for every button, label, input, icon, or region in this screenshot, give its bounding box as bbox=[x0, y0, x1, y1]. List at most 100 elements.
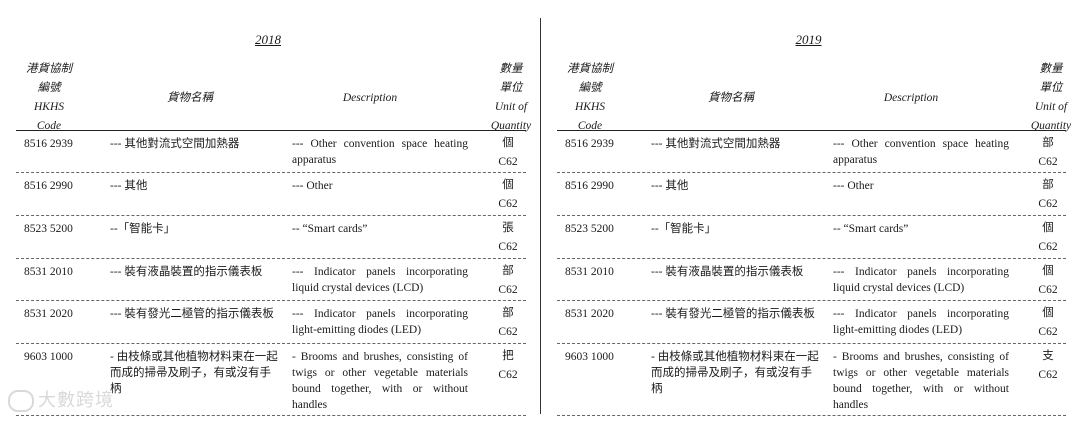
goods-name-zh: - 由枝條或其他植物材料束在一起而成的掃帚及刷子，有或沒有手柄 bbox=[651, 351, 819, 395]
header-hkhs-line: 港貨協制 bbox=[26, 63, 72, 75]
unit-code: C62 bbox=[498, 326, 518, 338]
unit-code: C62 bbox=[1038, 241, 1058, 253]
header-unit-of-quantity: 數量 單位 Unit of Quantity bbox=[1024, 60, 1078, 136]
unit-of-quantity: 張 C62 bbox=[490, 219, 526, 257]
header-rule bbox=[16, 130, 526, 131]
row-separator bbox=[16, 415, 526, 416]
row-separator bbox=[557, 215, 1066, 216]
unit-code: C62 bbox=[498, 241, 518, 253]
year-divider bbox=[540, 18, 541, 414]
hkhs-code: 9603 1000 bbox=[565, 351, 614, 363]
unit-zh: 部 bbox=[1042, 137, 1054, 149]
hkhs-code: 9603 1000 bbox=[24, 351, 73, 363]
header-goods-name: 貨物名稱 bbox=[167, 92, 213, 104]
goods-name-zh: --- 其他 bbox=[651, 180, 689, 192]
row-separator bbox=[16, 343, 526, 344]
header-hkhs-line: Code bbox=[577, 120, 603, 132]
goods-name-zh: --- 其他對流式空間加熱器 bbox=[651, 138, 781, 150]
table-row: 9603 1000 - 由枝條或其他植物材料束在一起而成的掃帚及刷子，有或沒有手柄… bbox=[557, 343, 1066, 416]
goods-description: - Brooms and brushes, consisting of twig… bbox=[833, 351, 1009, 411]
header-unit-of-quantity: 數量單位 Unit of Quantity bbox=[484, 60, 538, 136]
hkhs-code: 8516 2939 bbox=[565, 138, 614, 150]
unit-code: C62 bbox=[498, 284, 518, 296]
goods-description: -- “Smart cards” bbox=[292, 223, 368, 235]
header-hkhs-code: 港貨協制 編號 HKHS Code bbox=[18, 60, 80, 136]
goods-name-zh: --- 其他對流式空間加熱器 bbox=[110, 138, 240, 150]
unit-code: C62 bbox=[1038, 369, 1058, 381]
hkhs-code: 8531 2020 bbox=[565, 308, 614, 320]
goods-description: --- Indicator panels incorporating light… bbox=[833, 308, 1009, 336]
table-2019: 2019 港貨協制 編號 HKHS Code 貨物名稱 Description 數量 單位 Uni… bbox=[541, 0, 1080, 422]
unit-zh: 部 bbox=[502, 265, 514, 277]
header-unit-line: 數量 bbox=[1039, 63, 1063, 75]
goods-name-zh: - 由枝條或其他植物材料束在一起而成的掃帚及刷子，有或沒有手柄 bbox=[110, 351, 278, 395]
watermark-text: 大數跨境 bbox=[38, 390, 114, 411]
unit-zh: 個 bbox=[1042, 307, 1054, 319]
unit-code: C62 bbox=[1038, 326, 1058, 338]
row-separator bbox=[16, 258, 526, 259]
unit-code: C62 bbox=[498, 156, 518, 168]
table-row: 8516 2939 --- 其他對流式空間加熱器 --- Other convent… bbox=[557, 130, 1066, 173]
goods-description: --- Other convention space heating appar… bbox=[292, 138, 468, 166]
unit-of-quantity: 部 C62 bbox=[490, 262, 526, 300]
table-row: 9603 1000 - 由枝條或其他植物材料束在一起而成的掃帚及刷子，有或沒有手柄… bbox=[16, 343, 526, 416]
table-row: 8516 2990 --- 其他 --- Other 部 C62 bbox=[557, 172, 1066, 216]
unit-code: C62 bbox=[498, 198, 518, 210]
unit-of-quantity: 部 C62 bbox=[490, 304, 526, 342]
row-separator bbox=[557, 343, 1066, 344]
row-separator bbox=[16, 172, 526, 173]
header-unit-line: 單位 bbox=[499, 82, 523, 94]
goods-name-zh: --- 裝有發光二極管的指示儀表板 bbox=[110, 308, 274, 320]
goods-description: --- Indicator panels incorporating light… bbox=[292, 308, 468, 336]
year-heading: 2018 bbox=[255, 32, 281, 47]
unit-of-quantity: 個 C62 bbox=[490, 134, 526, 172]
goods-description: --- Indicator panels incorporating liqui… bbox=[833, 266, 1009, 294]
row-separator bbox=[557, 258, 1066, 259]
header-unit-line: Unit of bbox=[1034, 101, 1068, 113]
header-hkhs-line: HKHS bbox=[33, 101, 65, 113]
unit-of-quantity: 個 C62 bbox=[1030, 262, 1066, 300]
row-separator bbox=[16, 300, 526, 301]
table-2018: 2018 港貨協制 編號 HKHS Code 貨物名稱 Description 數量 單位 Uni… bbox=[16, 32, 538, 416]
unit-code: C62 bbox=[1038, 156, 1058, 168]
row-separator bbox=[557, 415, 1066, 416]
goods-description: --- Other bbox=[833, 180, 874, 192]
row-separator bbox=[557, 300, 1066, 301]
unit-zh: 個 bbox=[1042, 265, 1054, 277]
unit-of-quantity: 部 C62 bbox=[1030, 134, 1066, 172]
hkhs-code: 8531 2020 bbox=[24, 308, 73, 320]
unit-code: C62 bbox=[1038, 198, 1058, 210]
goods-description: --- Indicator panels incorporating liqui… bbox=[292, 266, 468, 294]
goods-name-zh: --「智能卡」 bbox=[651, 223, 717, 235]
header-rule bbox=[557, 130, 1066, 131]
unit-of-quantity: 個 C62 bbox=[490, 176, 526, 214]
goods-description: - Brooms and brushes, consisting of twig… bbox=[292, 351, 468, 411]
hkhs-code: 8523 5200 bbox=[24, 223, 73, 235]
row-separator bbox=[557, 172, 1066, 173]
watermark-logo-icon bbox=[8, 390, 34, 412]
hkhs-code: 8523 5200 bbox=[565, 223, 614, 235]
header-hkhs-line: HKHS bbox=[574, 101, 606, 113]
unit-zh: 部 bbox=[502, 307, 514, 319]
unit-of-quantity: 支 C62 bbox=[1030, 347, 1066, 385]
header-unit-line: Quantity bbox=[490, 120, 532, 132]
unit-zh: 把 bbox=[502, 350, 514, 362]
header-unit-line: Unit of bbox=[494, 101, 528, 113]
unit-of-quantity: 把 C62 bbox=[490, 347, 526, 385]
header-unit-line: 單位 bbox=[1039, 82, 1063, 94]
unit-zh: 部 bbox=[1042, 179, 1054, 191]
goods-description: --- Other convention space heating appar… bbox=[833, 138, 1009, 166]
hkhs-code: 8516 2990 bbox=[565, 180, 614, 192]
header-unit-line: 數量 bbox=[499, 63, 523, 75]
unit-zh: 個 bbox=[502, 137, 514, 149]
unit-zh: 個 bbox=[502, 179, 514, 191]
hkhs-code: 8531 2010 bbox=[565, 266, 614, 278]
goods-description: -- “Smart cards” bbox=[833, 223, 909, 235]
header-hkhs-line: 編號 bbox=[37, 82, 61, 94]
table-row: 8516 2939 --- 其他對流式空間加熱器 --- Other convent… bbox=[16, 130, 526, 173]
watermark: 大數跨境 bbox=[8, 386, 114, 412]
hkhs-code: 8516 2990 bbox=[24, 180, 73, 192]
goods-name-zh: --「智能卡」 bbox=[110, 223, 176, 235]
unit-code: C62 bbox=[1038, 284, 1058, 296]
